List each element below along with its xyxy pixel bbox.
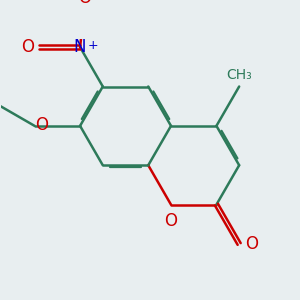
- Text: +: +: [88, 39, 98, 52]
- Text: CH₃: CH₃: [226, 68, 252, 82]
- Text: N: N: [74, 38, 86, 56]
- Text: O: O: [21, 38, 34, 56]
- Text: ⁻: ⁻: [92, 0, 99, 6]
- Text: O: O: [245, 235, 259, 253]
- Text: O: O: [164, 212, 178, 230]
- Text: O: O: [35, 116, 48, 134]
- Text: O: O: [78, 0, 91, 7]
